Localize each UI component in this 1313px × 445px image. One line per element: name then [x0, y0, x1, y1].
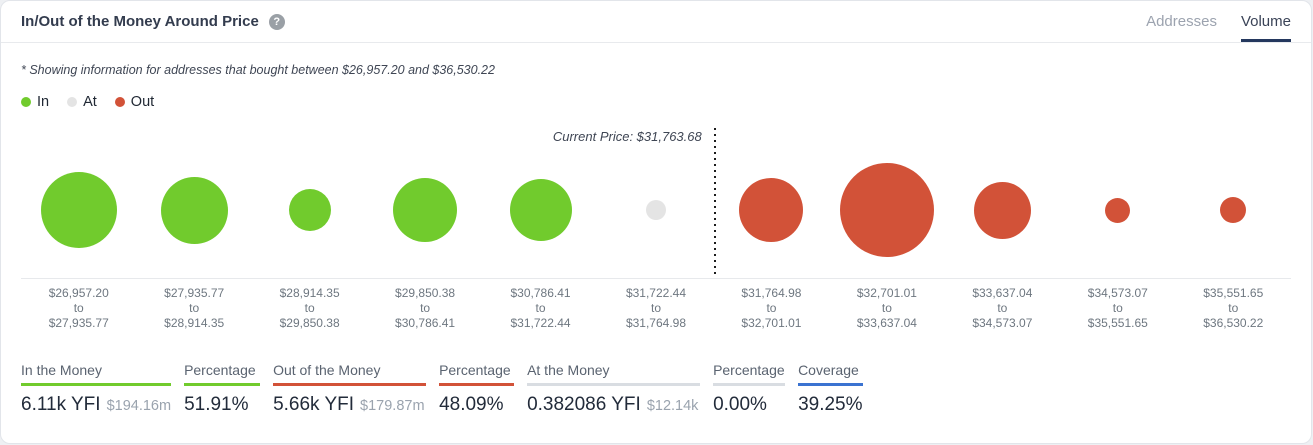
bubble-in[interactable]	[393, 178, 458, 242]
stat-in-the-money: In the Money 6.11k YFI $194.16m	[21, 362, 172, 416]
stat-value: 0.00%	[713, 394, 767, 415]
bubble-in[interactable]	[40, 172, 117, 248]
current-price-divider	[713, 128, 716, 278]
stat-label: Out of the Money	[273, 362, 427, 386]
stat-secondary-value: $179.87m	[360, 398, 425, 414]
price-range-label: $28,914.35 to $29,850.38	[279, 286, 340, 330]
widget-header: In/Out of the Money Around Price ? Addre…	[1, 1, 1311, 43]
bubble-cell	[1060, 126, 1175, 278]
stat-label: Percentage	[184, 362, 261, 386]
stat-coverage: Coverage 39.25%	[798, 362, 864, 416]
bubble-in[interactable]	[288, 189, 331, 231]
bubble-cell	[367, 126, 482, 278]
bubble-cell	[714, 126, 829, 278]
help-icon[interactable]: ?	[268, 13, 285, 30]
price-range-label: $30,786.41 to $31,722.44	[510, 286, 571, 330]
stat-label: Percentage	[439, 362, 515, 386]
stat-label: At the Money	[527, 362, 701, 386]
legend-label: At	[83, 94, 97, 110]
bubble-at[interactable]	[645, 200, 666, 220]
bubble-in[interactable]	[509, 179, 572, 241]
bubble-out[interactable]	[1220, 197, 1247, 223]
price-range-label: $27,935.77 to $28,914.35	[164, 286, 225, 330]
price-range-label: $29,850.38 to $30,786.41	[395, 286, 456, 330]
legend-label: In	[37, 94, 50, 110]
out-dot-icon	[114, 97, 125, 107]
legend-label: Out	[130, 94, 155, 110]
stat-secondary-value: $12.14k	[646, 398, 699, 414]
stat-at-the-money: At the Money 0.382086 YFI $12.14k	[527, 362, 701, 416]
price-range-label: $32,701.01 to $33,637.04	[856, 286, 917, 330]
legend-item-out[interactable]: Out	[114, 94, 155, 110]
stat-percentage: Percentage 48.09%	[439, 362, 515, 416]
stat-secondary-value: $194.16m	[106, 398, 172, 414]
widget-title: In/Out of the Money Around Price	[21, 13, 259, 30]
bubble-cell	[21, 126, 136, 278]
bubble-chart: Current Price: $31,763.68	[21, 126, 1291, 278]
legend-item-in[interactable]: In	[21, 94, 49, 110]
bubble-out[interactable]	[1105, 197, 1131, 223]
bubble-cell	[829, 126, 944, 278]
bubble-cell	[483, 126, 598, 278]
bubble-cell	[945, 126, 1060, 278]
price-range-label: $34,573.07 to $35,551.65	[1087, 286, 1148, 330]
bubble-cell	[252, 126, 367, 278]
summary-stats: In the Money 6.11k YFI $194.16m Percentage 5…	[21, 362, 1291, 416]
stat-value: 6.11k YFI $194.16m	[21, 394, 172, 415]
current-price-label: Current Price: $31,763.68	[552, 129, 702, 144]
bubble-out[interactable]	[973, 181, 1031, 239]
price-range-label: $26,957.20 to $27,935.77	[48, 286, 109, 330]
bubble-in[interactable]	[160, 176, 228, 244]
price-range-axis: $26,957.20 to $27,935.77 $27,935.77 to $28,91…	[21, 278, 1291, 331]
price-range-label: $33,637.04 to $34,573.07	[972, 286, 1033, 330]
stat-value: 5.66k YFI $179.87m	[273, 394, 425, 415]
view-tabs: Addresses Volume	[1146, 1, 1291, 42]
stat-label: Coverage	[798, 362, 864, 386]
stat-label: Percentage	[713, 362, 786, 386]
stat-value: 0.382086 YFI $12.14k	[527, 394, 699, 415]
stat-percentage: Percentage 51.91%	[184, 362, 261, 416]
bubble-row	[21, 126, 1291, 278]
bubble-out[interactable]	[839, 163, 934, 257]
range-note: * Showing information for addresses that…	[21, 63, 495, 77]
price-range-label: $31,764.98 to $32,701.01	[741, 286, 802, 330]
bubble-cell	[1176, 126, 1291, 278]
in-dot-icon	[21, 97, 31, 107]
bubble-cell	[598, 126, 713, 278]
legend: In At Out	[21, 94, 1291, 110]
tab-addresses[interactable]: Addresses	[1146, 12, 1217, 30]
stat-label: In the Money	[21, 362, 172, 386]
at-dot-icon	[67, 97, 78, 107]
stat-value: 39.25%	[798, 394, 863, 415]
price-range-label: $31,722.44 to $31,764.98	[625, 286, 687, 330]
bubble-cell	[136, 126, 251, 278]
stat-value: 51.91%	[184, 394, 249, 415]
stat-out-of-the-money: Out of the Money 5.66k YFI $179.87m	[273, 362, 427, 416]
bubble-out[interactable]	[739, 178, 804, 242]
stat-percentage: Percentage 0.00%	[713, 362, 786, 416]
stat-value: 48.09%	[439, 394, 504, 415]
legend-item-at[interactable]: At	[67, 94, 97, 110]
tab-volume[interactable]: Volume	[1240, 1, 1291, 42]
price-range-label: $35,551.65 to $36,530.22	[1203, 286, 1264, 330]
